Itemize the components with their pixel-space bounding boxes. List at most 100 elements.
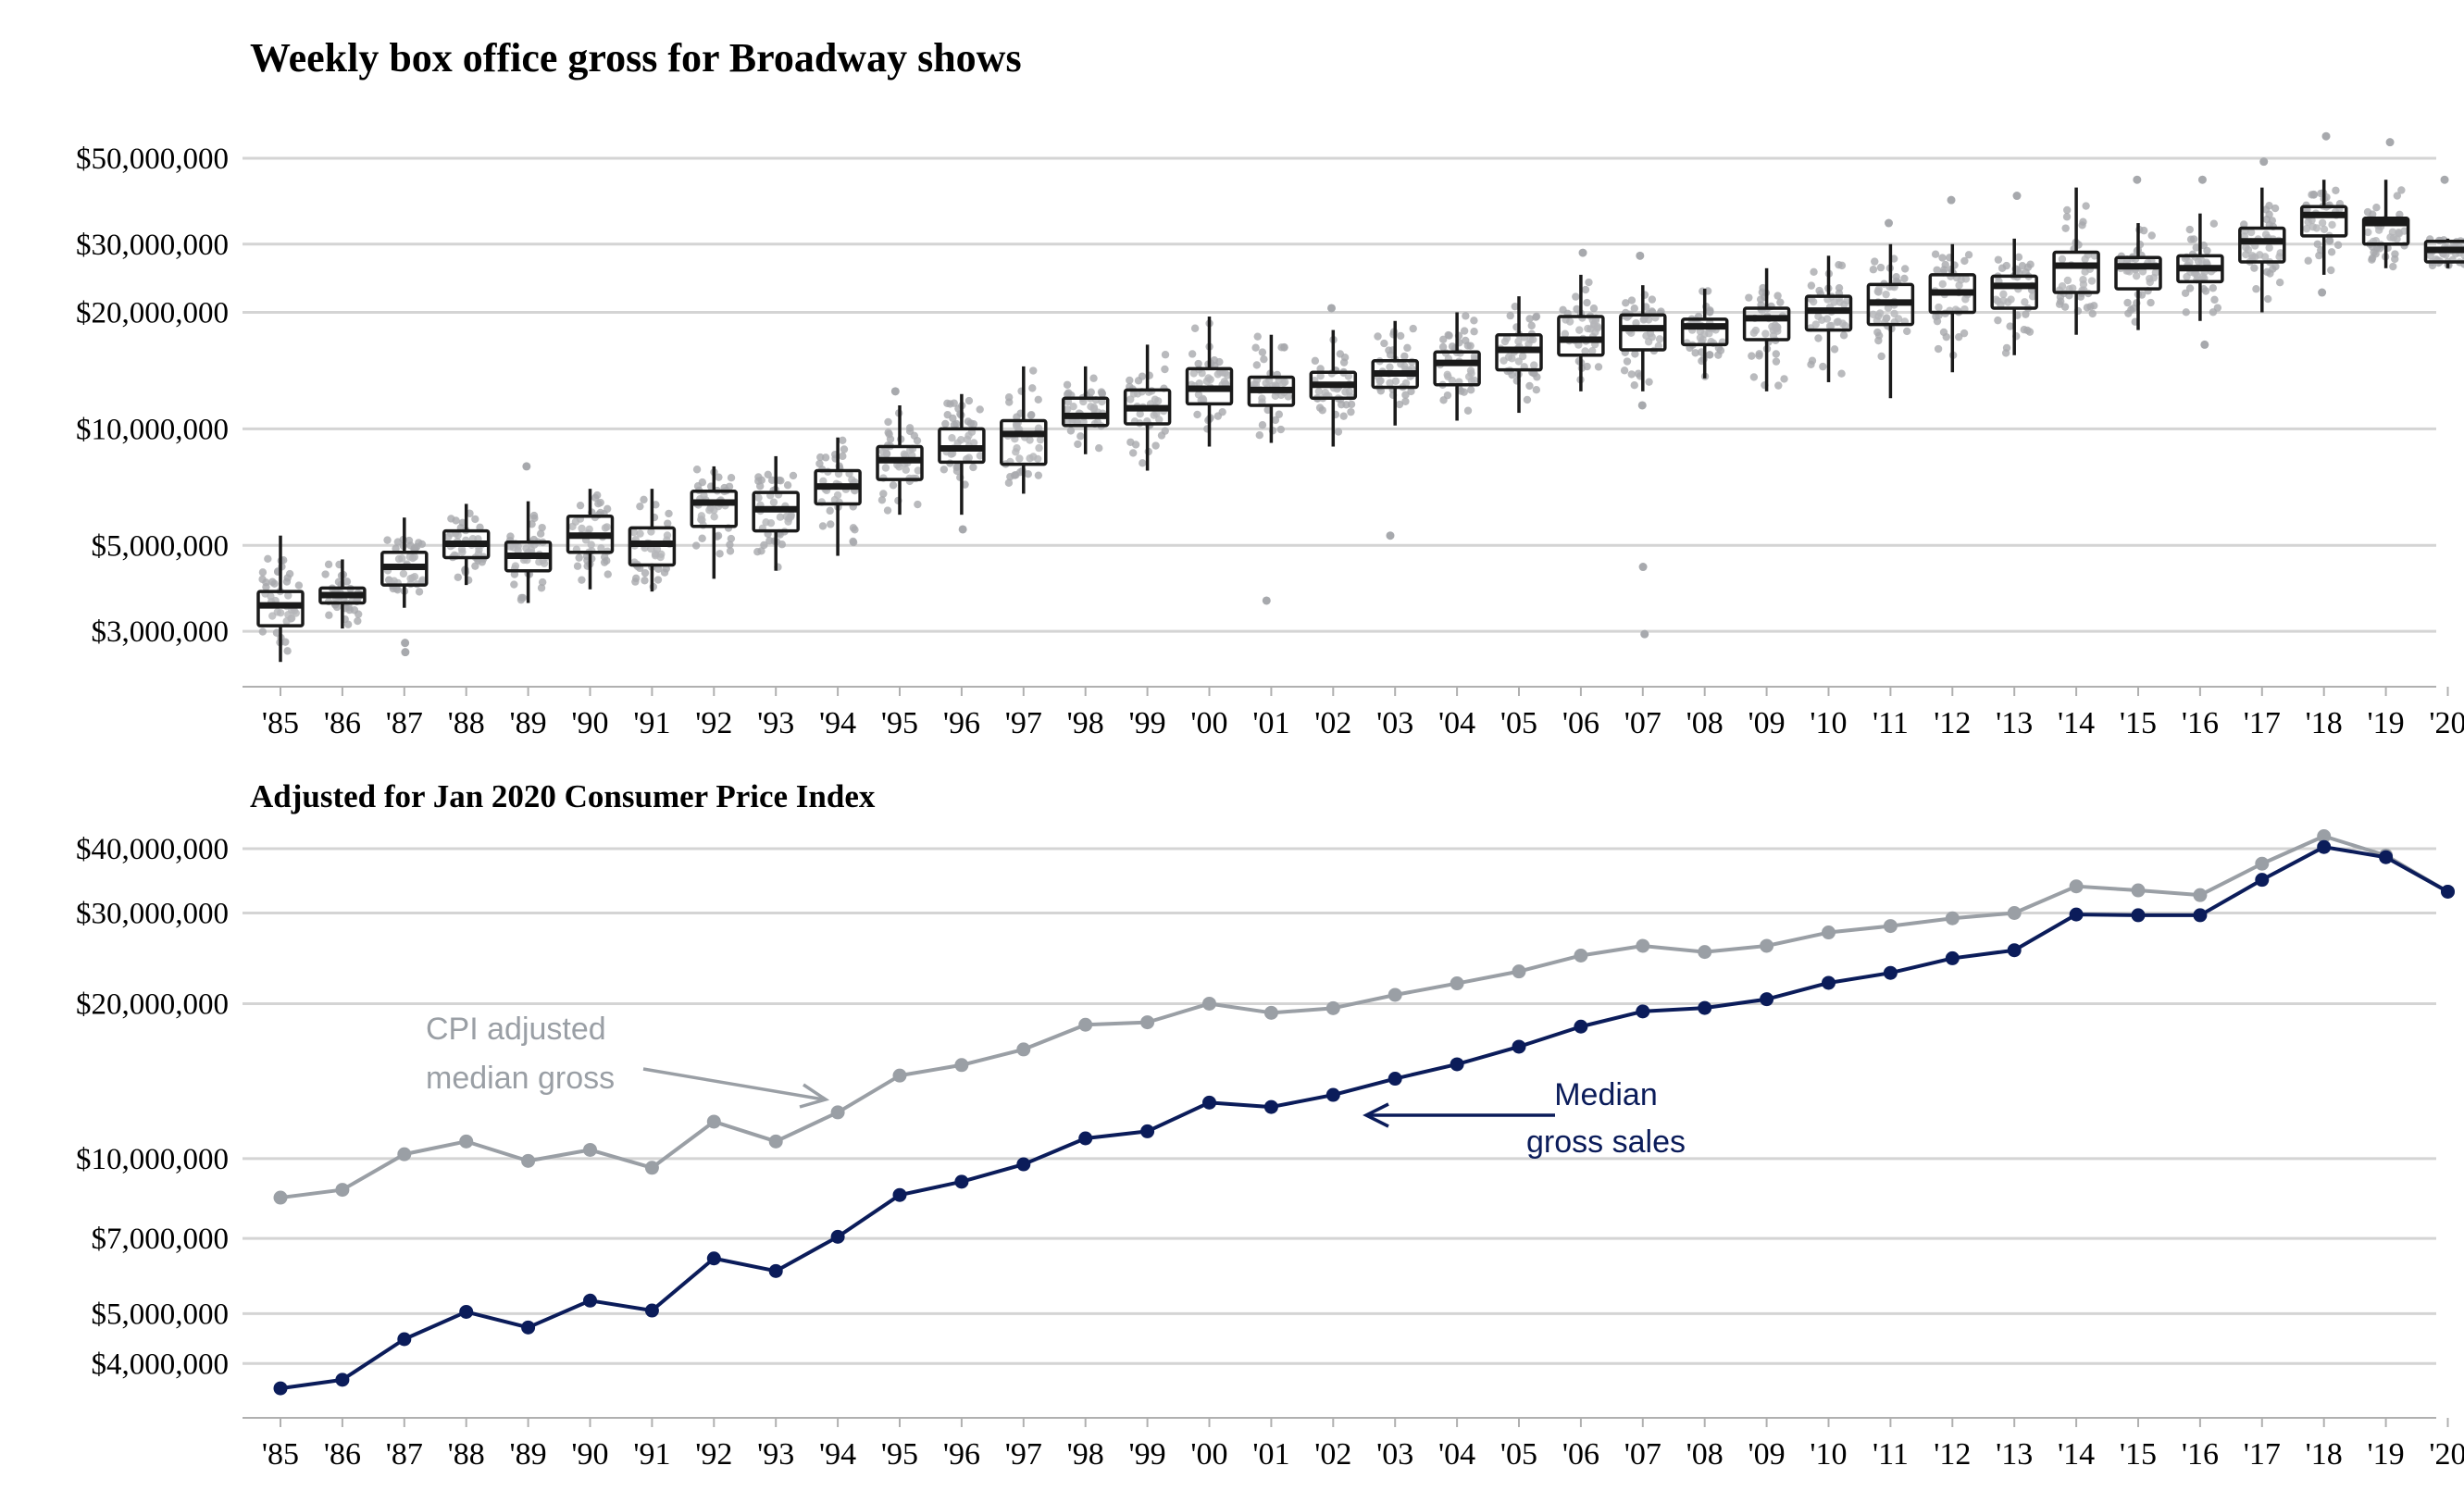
series-point <box>397 1147 412 1161</box>
top-x-tick-label: '93 <box>757 706 794 740</box>
series-point <box>2255 873 2270 888</box>
weekly-point <box>727 473 736 482</box>
weekly-point <box>1931 250 1940 258</box>
series-point <box>1263 1005 1278 1020</box>
outlier-point <box>1262 596 1271 605</box>
weekly-point <box>1518 352 1527 361</box>
iqr-box <box>2238 226 2286 264</box>
bottom-x-tick-label: '07 <box>1624 1437 1661 1472</box>
weekly-point <box>969 463 977 472</box>
outlier-point <box>401 648 410 657</box>
bottom-x-tick-label: '89 <box>510 1437 547 1472</box>
weekly-point <box>1318 406 1326 415</box>
weekly-point <box>594 500 603 508</box>
weekly-point <box>1133 390 1142 398</box>
weekly-point <box>258 568 268 577</box>
weekly-point <box>1525 315 1534 323</box>
top-x-tick-label: '12 <box>1934 706 1971 740</box>
weekly-point <box>1024 469 1032 478</box>
weekly-point <box>385 576 393 584</box>
weekly-point <box>1705 308 1714 317</box>
weekly-point <box>1136 409 1144 418</box>
weekly-point <box>510 570 519 578</box>
weekly-point <box>1630 381 1638 390</box>
outlier-point <box>2200 340 2209 349</box>
weekly-point <box>576 501 585 510</box>
bottom-line-area <box>273 828 2455 1396</box>
weekly-point <box>1837 369 1846 378</box>
weekly-point <box>1445 331 1453 340</box>
box-y94 <box>814 436 862 556</box>
weekly-point <box>636 502 644 511</box>
top-y-tick-label: $20,000,000 <box>76 296 229 329</box>
box-y14 <box>2052 187 2100 335</box>
weekly-point <box>1627 296 1636 304</box>
weekly-point <box>700 491 708 500</box>
top-x-tick-label: '11 <box>1873 706 1909 740</box>
weekly-point <box>636 529 644 538</box>
weekly-point <box>2183 272 2191 281</box>
bottom-x-tick-label: '04 <box>1438 1437 1475 1472</box>
weekly-point <box>1194 359 1202 368</box>
weekly-point <box>941 419 950 429</box>
series-point <box>2317 839 2332 854</box>
weekly-point <box>1527 321 1536 330</box>
weekly-point <box>641 568 650 578</box>
top-x-tick-label: '92 <box>695 706 732 740</box>
bottom-x-tick-label: '92 <box>695 1437 732 1472</box>
weekly-point <box>573 562 582 570</box>
series-point <box>1945 911 1960 925</box>
weekly-point <box>1645 378 1653 386</box>
bottom-x-tick-label: '10 <box>1810 1437 1847 1472</box>
weekly-point <box>692 466 702 474</box>
outlier-point <box>1885 218 1894 228</box>
bottom-x-tick-label: '17 <box>2244 1437 2281 1472</box>
bottom-x-tick-label: '87 <box>386 1437 423 1472</box>
weekly-point <box>1202 377 1211 386</box>
weekly-point <box>1063 380 1072 389</box>
weekly-point <box>784 517 792 526</box>
weekly-point <box>1460 327 1469 335</box>
weekly-point <box>1161 365 1169 374</box>
bottom-x-tick-label: '94 <box>819 1437 856 1472</box>
weekly-point <box>2261 230 2271 239</box>
bottom-x-tick-label: '85 <box>262 1437 299 1472</box>
top-y-tick-label: $50,000,000 <box>76 143 229 176</box>
weekly-point <box>1559 305 1567 315</box>
weekly-point <box>2302 224 2311 233</box>
weekly-point <box>631 574 641 583</box>
weekly-point <box>777 477 785 485</box>
series-point <box>706 1251 721 1266</box>
weekly-point <box>1960 329 1969 338</box>
series-point <box>1698 1000 1712 1015</box>
weekly-point <box>1374 332 1382 341</box>
weekly-point <box>2246 228 2256 237</box>
series-point <box>583 1293 597 1308</box>
box-y16 <box>2176 175 2224 349</box>
weekly-point <box>1780 375 1788 383</box>
weekly-point <box>2090 252 2099 260</box>
series-point <box>2069 879 2084 894</box>
weekly-point <box>1460 388 1468 396</box>
weekly-point <box>1706 351 1714 359</box>
weekly-point <box>2060 303 2070 311</box>
series-point <box>521 1320 536 1335</box>
weekly-point <box>410 544 419 553</box>
bottom-x-tick-label: '20 <box>2429 1437 2464 1472</box>
weekly-point <box>940 466 949 474</box>
weekly-point <box>1258 394 1266 403</box>
weekly-point <box>1955 281 1963 290</box>
weekly-point <box>1587 325 1595 333</box>
weekly-point <box>881 464 890 472</box>
weekly-point <box>2393 192 2402 200</box>
weekly-point <box>815 459 824 468</box>
outlier-point <box>522 462 531 471</box>
weekly-point <box>1260 354 1268 364</box>
weekly-point <box>2213 304 2222 312</box>
weekly-point <box>1462 312 1470 320</box>
weekly-point <box>1213 370 1223 379</box>
weekly-point <box>1939 266 1948 274</box>
weekly-point <box>2062 213 2072 221</box>
weekly-point <box>2332 186 2340 194</box>
weekly-point <box>283 647 292 655</box>
